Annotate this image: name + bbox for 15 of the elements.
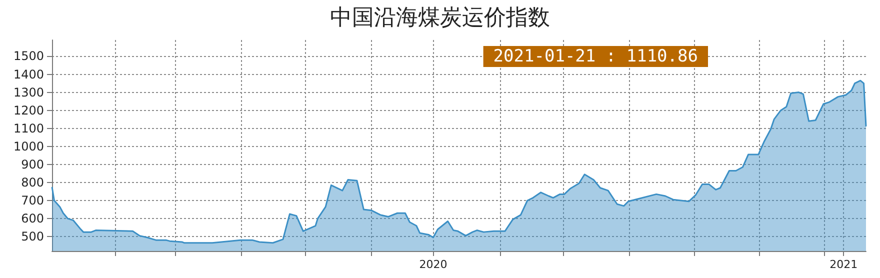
x-tick-label: 2021 — [830, 258, 858, 271]
y-tick-label: 700 — [21, 194, 44, 208]
x-tick-label: 2020 — [419, 258, 448, 271]
y-tick-label: 900 — [21, 157, 44, 172]
y-tick-label: 1200 — [13, 103, 44, 118]
y-tick-label: 1000 — [13, 139, 44, 154]
y-tick-label: 1300 — [13, 85, 44, 100]
chart-title: 中国沿海煤炭运价指数 — [330, 6, 550, 30]
y-tick-label: 500 — [21, 230, 44, 244]
annotation: 2021-01-21 : 1110.86 — [493, 46, 698, 66]
y-tick-label: 600 — [21, 212, 44, 226]
y-tick-label: 1400 — [13, 67, 44, 82]
y-tick-label: 800 — [21, 175, 44, 190]
y-tick-label: 1500 — [13, 49, 44, 64]
y-tick-label: 1100 — [13, 121, 44, 136]
